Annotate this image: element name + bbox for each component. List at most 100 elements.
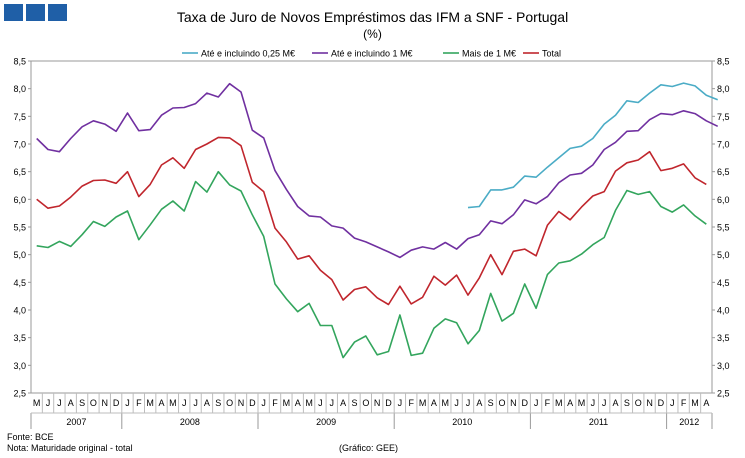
month-label: D — [249, 398, 256, 408]
month-label: J — [591, 398, 596, 408]
month-label: A — [159, 398, 165, 408]
chart-credit: (Gráfico: GEE) — [339, 443, 399, 453]
month-label: S — [488, 398, 494, 408]
month-label: N — [374, 398, 381, 408]
y-tick-label-left: 6,0 — [13, 195, 26, 205]
month-label: O — [362, 398, 369, 408]
month-label: J — [534, 398, 539, 408]
month-label: J — [193, 398, 198, 408]
logo-square-icon — [26, 4, 45, 21]
y-tick-label-left: 7,0 — [13, 140, 26, 150]
month-label: M — [578, 398, 586, 408]
y-tick-label-right: 4,5 — [717, 278, 730, 288]
month-label: A — [703, 398, 709, 408]
logo-square-icon — [48, 4, 67, 21]
series-lines — [36, 82, 719, 359]
month-label: J — [182, 398, 187, 408]
month-label: O — [226, 398, 233, 408]
series-line-1 — [36, 82, 719, 259]
y-tick-label-right: 5,5 — [717, 223, 730, 233]
legend-label-1: Até e incluindo 1 M€ — [331, 49, 413, 59]
month-label: M — [305, 398, 313, 408]
y-tick-label-left: 3,0 — [13, 361, 26, 371]
month-label: N — [510, 398, 517, 408]
month-label: N — [646, 398, 653, 408]
chart-title: Taxa de Juro de Novos Empréstimos das IF… — [176, 9, 569, 25]
month-label: M — [419, 398, 427, 408]
logo-square-icon — [4, 4, 23, 21]
y-tick-label-left: 8,0 — [13, 84, 26, 94]
month-label: O — [90, 398, 97, 408]
month-label: J — [46, 398, 51, 408]
month-label: M — [442, 398, 450, 408]
y-tick-label-right: 5,0 — [717, 250, 730, 260]
year-label: 2008 — [180, 417, 200, 427]
legend-label-3: Total — [542, 49, 561, 59]
month-label: A — [431, 398, 437, 408]
month-label: J — [57, 398, 62, 408]
legend-label-2: Mais de 1 M€ — [462, 49, 516, 59]
gee-logo — [4, 4, 67, 21]
y-tick-label-right: 2,5 — [717, 389, 730, 399]
chart-subtitle: (%) — [363, 27, 382, 41]
month-label: F — [545, 398, 551, 408]
maturity-note: Nota: Maturidade original - total — [7, 443, 133, 453]
month-label: F — [408, 398, 414, 408]
y-tick-label-left: 4,0 — [13, 306, 26, 316]
y-tick-label-left: 8,5 — [13, 57, 26, 67]
y-tick-label-left: 7,5 — [13, 112, 26, 122]
legend: Até e incluindo 0,25 M€ Até e incluindo 1… — [182, 49, 561, 59]
month-label: M — [555, 398, 563, 408]
month-label: F — [681, 398, 687, 408]
series-line-2 — [36, 170, 707, 359]
month-label: A — [204, 398, 210, 408]
month-label: A — [295, 398, 301, 408]
year-label: 2011 — [589, 417, 608, 427]
month-label: J — [466, 398, 471, 408]
source-note: Fonte: BCE — [7, 432, 54, 442]
y-tick-label-right: 6,5 — [717, 167, 730, 177]
month-label: D — [658, 398, 665, 408]
month-label: D — [521, 398, 528, 408]
year-label: 2010 — [452, 417, 472, 427]
series-line-3 — [36, 136, 707, 306]
month-label: F — [272, 398, 278, 408]
month-label: J — [261, 398, 266, 408]
y-tick-label-right: 4,0 — [717, 306, 730, 316]
month-label: O — [635, 398, 642, 408]
month-label: S — [351, 398, 357, 408]
month-label: M — [691, 398, 699, 408]
month-label: A — [68, 398, 74, 408]
month-label: J — [602, 398, 607, 408]
y-tick-label-right: 3,5 — [717, 333, 730, 343]
y-tick-label-left: 6,5 — [13, 167, 26, 177]
y-tick-label-left: 5,5 — [13, 223, 26, 233]
series-line-0 — [467, 82, 718, 209]
month-label: F — [136, 398, 142, 408]
month-label: S — [624, 398, 630, 408]
year-label: 2012 — [679, 417, 699, 427]
month-label: M — [33, 398, 41, 408]
month-label: J — [125, 398, 130, 408]
month-label: N — [102, 398, 109, 408]
y-tick-label-left: 3,5 — [13, 333, 26, 343]
y-tick-label-right: 7,5 — [717, 112, 730, 122]
y-tick-label-right: 7,0 — [717, 140, 730, 150]
month-label: D — [113, 398, 120, 408]
y-tick-label-right: 8,5 — [717, 57, 730, 67]
month-label: A — [340, 398, 346, 408]
month-label: J — [454, 398, 459, 408]
y-tick-label-right: 8,0 — [717, 84, 730, 94]
month-label: M — [169, 398, 177, 408]
month-label: A — [567, 398, 573, 408]
month-label: M — [146, 398, 154, 408]
month-label: M — [283, 398, 291, 408]
month-label: A — [476, 398, 482, 408]
month-label: O — [499, 398, 506, 408]
month-label: S — [79, 398, 85, 408]
y-tick-label-right: 3,0 — [717, 361, 730, 371]
year-label: 2007 — [66, 417, 86, 427]
legend-label-0: Até e incluindo 0,25 M€ — [201, 49, 295, 59]
month-label: J — [670, 398, 675, 408]
